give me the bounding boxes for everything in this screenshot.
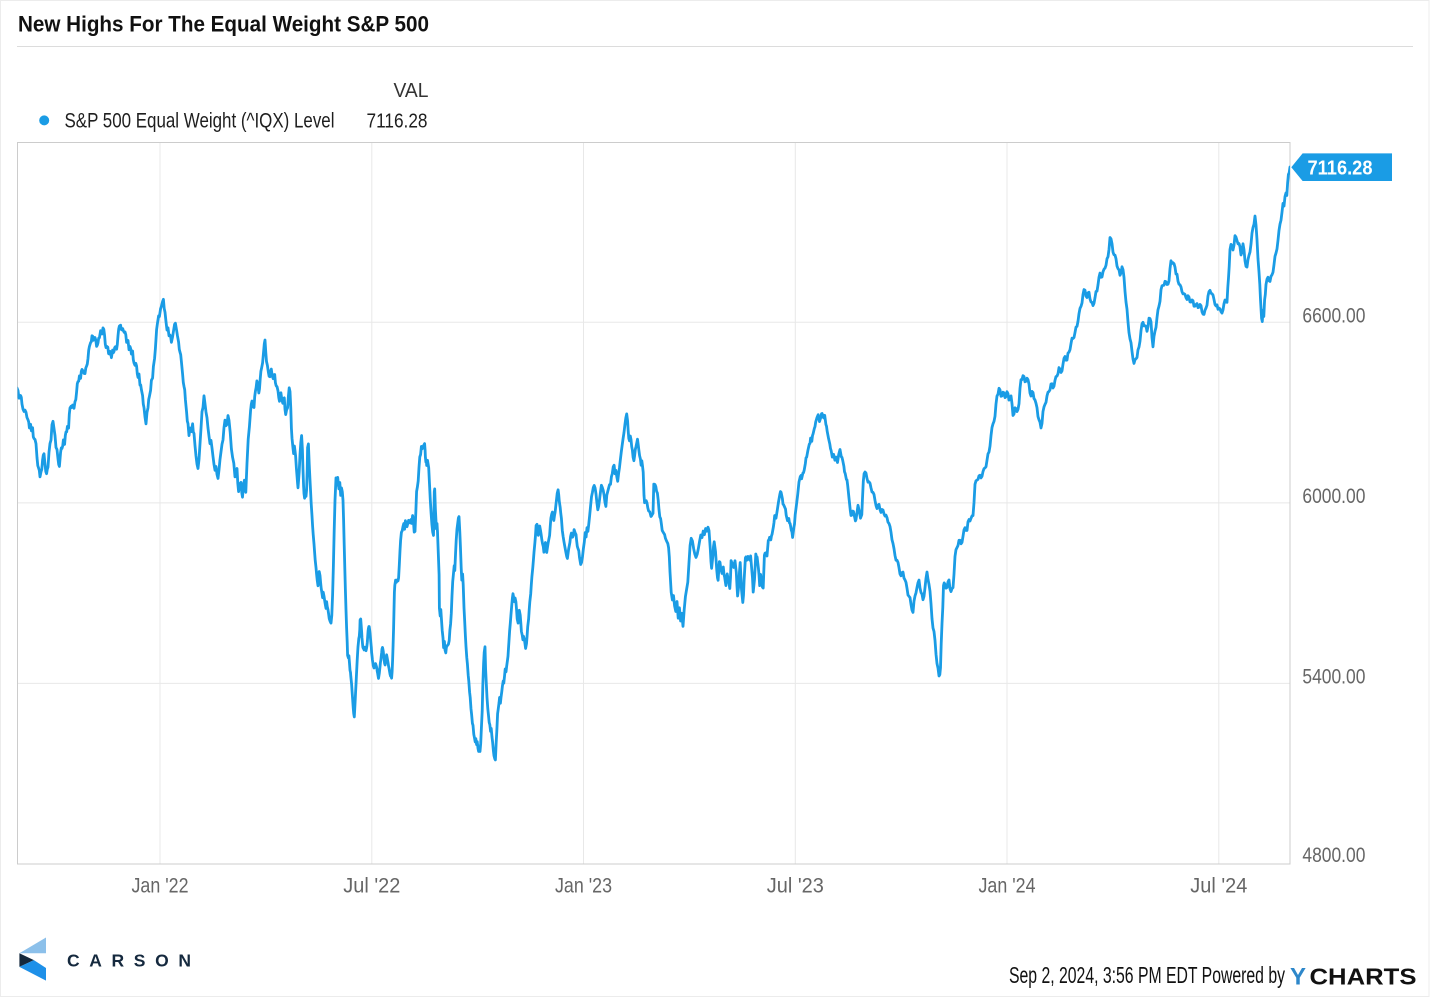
svg-text:Jul '23: Jul '23 [767,874,824,897]
svg-text:6000.00: 6000.00 [1302,484,1365,508]
svg-text:Jan '23: Jan '23 [555,874,612,897]
svg-text:5400.00: 5400.00 [1302,665,1365,689]
svg-text:Y: Y [1290,964,1306,991]
svg-text:7116.28: 7116.28 [367,109,428,132]
svg-text:New Highs For The Equal Weight: New Highs For The Equal Weight S&P 500 [18,12,429,37]
svg-text:7116.28: 7116.28 [1308,157,1373,179]
svg-text:Jan '22: Jan '22 [132,874,189,897]
svg-text:Jan '24: Jan '24 [979,874,1036,897]
svg-text:S&P 500 Equal Weight (^IQX) Le: S&P 500 Equal Weight (^IQX) Level [65,109,335,132]
svg-text:6600.00: 6600.00 [1302,304,1365,328]
svg-text:Jul '24: Jul '24 [1190,874,1247,897]
svg-text:Sep 2, 2024, 3:56 PM EDT Power: Sep 2, 2024, 3:56 PM EDT Powered by [1009,962,1285,988]
svg-text:4800.00: 4800.00 [1302,843,1365,867]
svg-text:Jul '22: Jul '22 [343,874,400,897]
svg-text:VAL: VAL [394,80,429,102]
svg-text:CHARTS: CHARTS [1310,963,1417,989]
